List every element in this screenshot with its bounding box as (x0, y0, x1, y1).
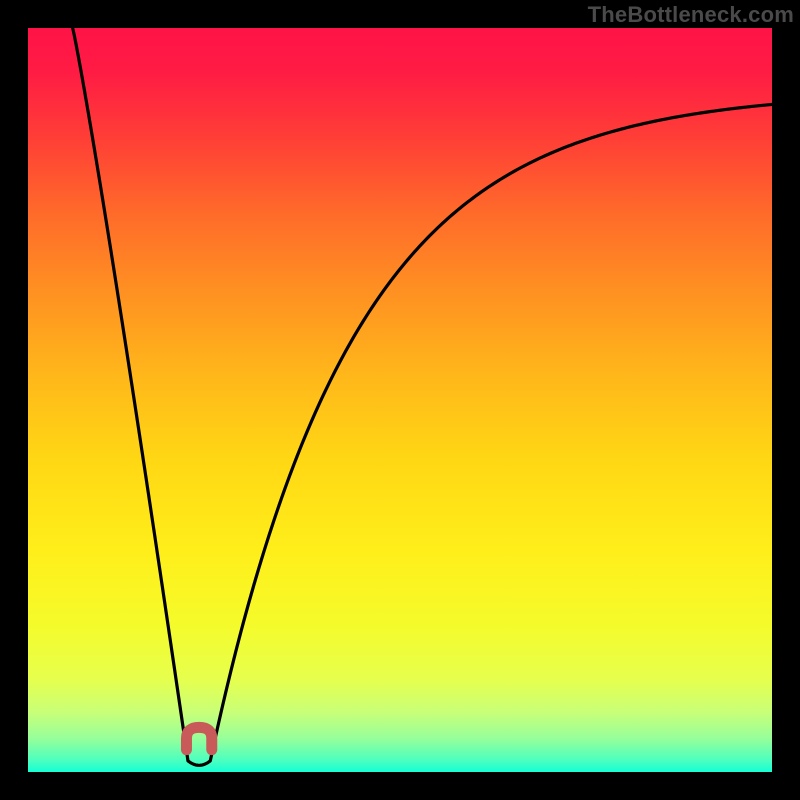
figure-root: TheBottleneck.com (0, 0, 800, 800)
selection-marker (186, 727, 211, 749)
bottleneck-curve (73, 28, 772, 765)
plot-area (28, 28, 772, 772)
curve-layer (28, 28, 772, 772)
watermark-text: TheBottleneck.com (588, 2, 794, 28)
